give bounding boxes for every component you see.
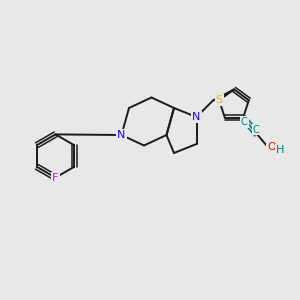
- Text: N: N: [117, 130, 126, 140]
- Text: C: C: [253, 125, 259, 135]
- Text: C: C: [241, 117, 248, 127]
- Text: F: F: [52, 172, 59, 183]
- Text: O: O: [267, 142, 276, 152]
- Text: H: H: [276, 145, 284, 155]
- Text: N: N: [192, 112, 201, 122]
- Text: S: S: [216, 95, 223, 105]
